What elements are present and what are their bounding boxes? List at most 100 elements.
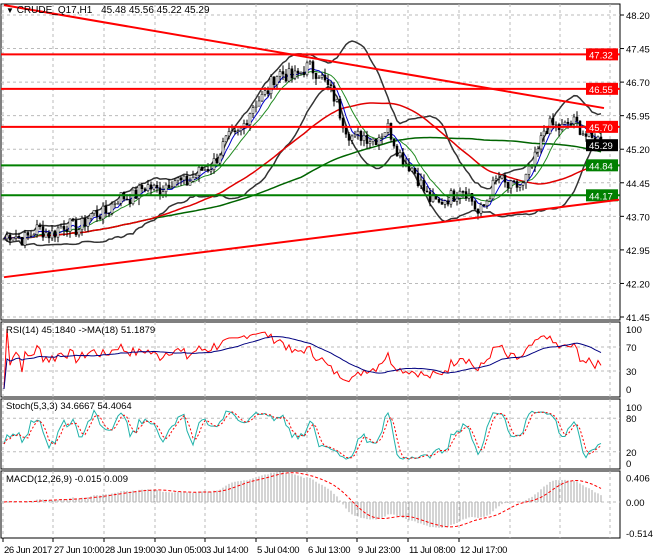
candle: [521, 182, 525, 186]
candle: [206, 169, 210, 172]
price-tick-label: 45.95: [626, 112, 650, 123]
candle: [95, 210, 99, 217]
price-tick-label: 41.45: [626, 313, 650, 324]
candle: [149, 184, 153, 190]
candle: [347, 133, 351, 141]
candle: [362, 135, 366, 141]
candle: [47, 232, 51, 239]
candle: [284, 73, 288, 82]
candle: [230, 130, 234, 133]
candle: [503, 174, 507, 183]
candle: [302, 71, 306, 76]
candle: [170, 186, 174, 188]
level-label: 46.55: [589, 85, 613, 96]
price-tick-label: 48.20: [626, 11, 650, 22]
candle: [263, 90, 267, 95]
candle: [380, 136, 384, 138]
candle: [266, 90, 270, 94]
candle: [584, 133, 588, 137]
candle: [413, 167, 417, 174]
candle: [581, 133, 585, 136]
dropdown-arrow-icon[interactable]: ▼: [6, 6, 14, 15]
candle: [437, 198, 441, 203]
candle: [5, 234, 9, 240]
candle: [512, 180, 516, 183]
candle: [575, 116, 579, 122]
candle: [203, 169, 207, 171]
candle: [383, 132, 387, 137]
candle: [248, 113, 252, 126]
candle: [188, 181, 192, 186]
candle: [422, 179, 426, 192]
candle: [215, 158, 219, 164]
candle: [185, 175, 189, 186]
trendline: [3, 4, 605, 110]
st-panel: [0, 398, 621, 470]
macd-tick-label: -0.514: [626, 529, 653, 540]
candle: [125, 198, 129, 201]
header-label: ▼ CRUDE_Q17,H1 45.48 45.56 45.22 45.29: [6, 5, 210, 16]
rsi-tick-label: 100: [626, 325, 642, 336]
candle: [290, 68, 294, 79]
stoch-d-line: [3, 411, 602, 460]
candle: [233, 130, 237, 133]
candle: [353, 134, 357, 137]
candle: [89, 213, 93, 219]
candle: [359, 130, 363, 141]
candle: [74, 220, 78, 236]
candle: [299, 71, 303, 74]
candle: [482, 204, 486, 206]
candle: [335, 98, 339, 102]
candle: [389, 122, 393, 140]
candle: [320, 74, 324, 78]
price-tick-label: 45.20: [626, 145, 650, 156]
macd-signal-line: [3, 472, 602, 528]
candle: [8, 234, 12, 241]
candle: [44, 232, 48, 238]
time-tick-label: 3 Jul 14:00: [206, 545, 248, 556]
candle: [500, 174, 504, 179]
time-tick-label: 27 Jun 10:00: [54, 545, 104, 556]
trendline: [3, 198, 620, 279]
time-tick-label: 9 Jul 23:00: [358, 545, 400, 556]
candle: [506, 181, 510, 189]
candle: [152, 184, 156, 190]
candle: [200, 166, 204, 171]
rsi-ma-line: [3, 336, 602, 390]
candle: [563, 121, 567, 125]
candle: [488, 198, 492, 202]
level-label: 44.17: [589, 191, 613, 202]
rsi-tick-label: 0: [626, 385, 631, 396]
stoch-tick-label: 80: [626, 414, 637, 425]
candle: [275, 76, 279, 86]
time-tick-label: 26 Jun 2017: [4, 545, 52, 556]
candle: [311, 61, 315, 74]
rsi-label: RSI(14) 45.1840 ->MA(18) 51.1879: [6, 325, 156, 336]
price-tick-label: 42.95: [626, 246, 650, 257]
candle: [497, 177, 501, 180]
candle: [221, 141, 225, 156]
candle: [146, 184, 150, 191]
candle: [14, 235, 18, 239]
candle: [209, 169, 213, 172]
candle: [476, 208, 480, 214]
candle: [242, 123, 246, 129]
candle: [545, 130, 549, 135]
candle: [104, 205, 108, 214]
level-label: 44.84: [589, 161, 613, 172]
candle: [569, 123, 573, 125]
candle: [449, 190, 453, 205]
candle: [323, 74, 327, 81]
candle: [395, 145, 399, 157]
candle: [17, 235, 21, 238]
candle: [227, 131, 231, 137]
time-tick-label: 12 Jul 17:00: [460, 545, 507, 556]
main-panel: [0, 3, 621, 321]
candle: [461, 191, 465, 193]
candle: [533, 151, 537, 167]
level-badge: [586, 82, 618, 95]
candle: [2, 238, 6, 241]
current-price-badge: [586, 139, 618, 152]
candle: [317, 77, 321, 79]
